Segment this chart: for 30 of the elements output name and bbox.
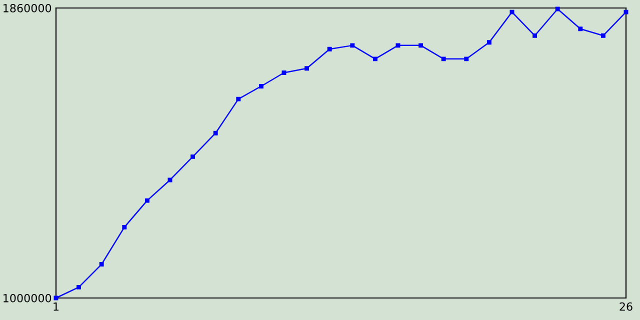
point xyxy=(304,66,310,71)
point xyxy=(122,224,127,230)
point xyxy=(327,46,332,52)
point xyxy=(441,56,446,62)
point xyxy=(578,26,583,32)
point xyxy=(396,43,400,48)
point xyxy=(236,96,241,102)
point xyxy=(464,56,469,62)
point xyxy=(555,6,560,12)
point xyxy=(350,43,355,48)
point xyxy=(213,130,218,136)
point xyxy=(190,154,196,159)
y-tick-label: 1860000 xyxy=(4,4,52,12)
point xyxy=(600,33,606,38)
point xyxy=(168,178,172,182)
point xyxy=(624,10,628,14)
point xyxy=(486,40,492,45)
point xyxy=(144,198,150,203)
point xyxy=(76,284,82,290)
x-tick-label: 1 xyxy=(54,302,59,311)
point xyxy=(99,262,104,266)
point xyxy=(510,10,514,14)
point xyxy=(54,296,58,300)
point xyxy=(532,33,538,38)
x-tick-label: 26 xyxy=(620,302,632,311)
point xyxy=(418,43,424,48)
point xyxy=(282,70,286,75)
point xyxy=(372,56,378,62)
y-tick-label: 1000000 xyxy=(4,294,52,302)
point xyxy=(258,84,264,88)
